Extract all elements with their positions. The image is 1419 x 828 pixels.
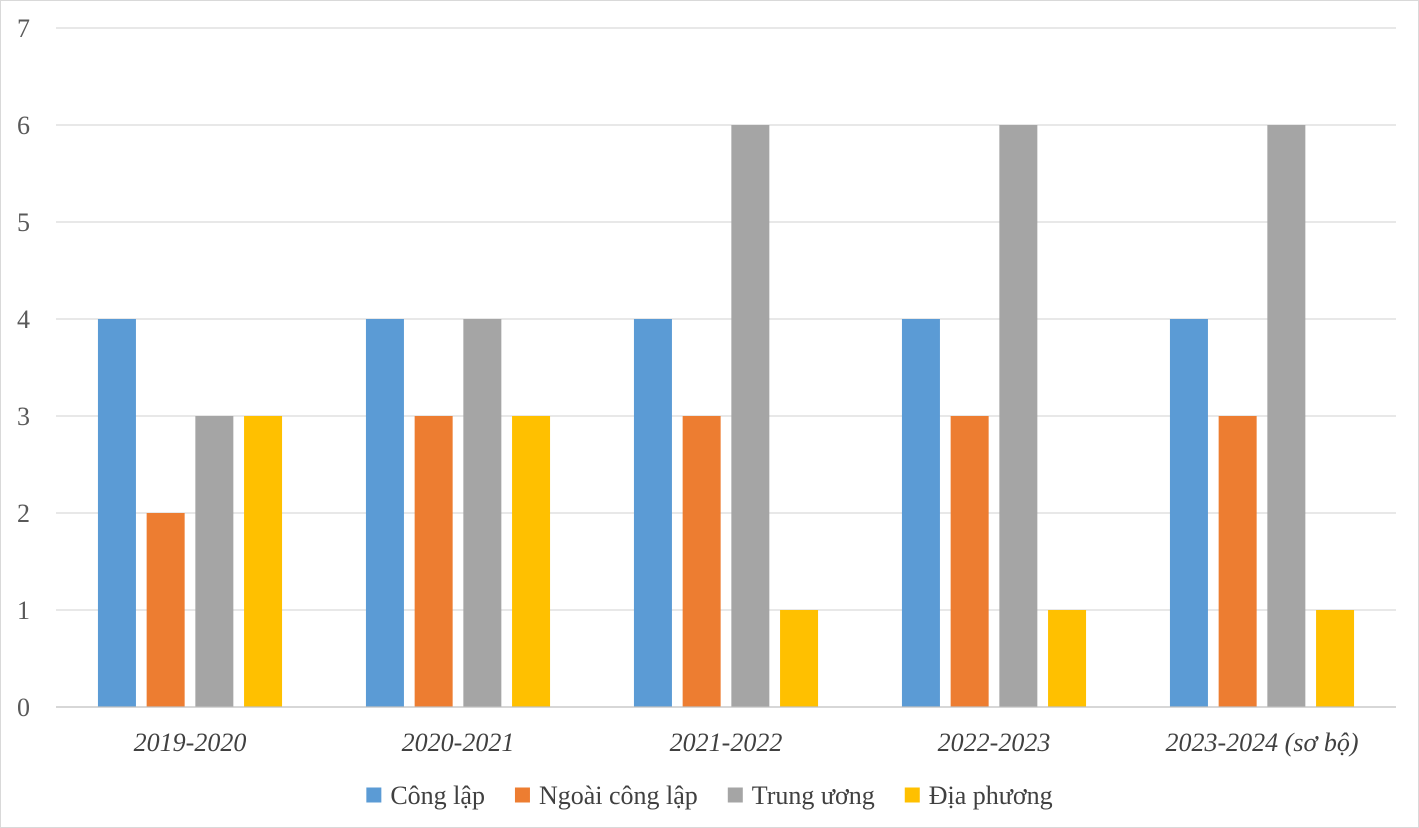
y-tick-label: 6 <box>17 111 30 140</box>
y-tick-label: 5 <box>17 208 30 237</box>
bar-3-2 <box>463 319 502 707</box>
y-tick-label: 4 <box>17 305 30 334</box>
legend-label: Ngoài công lập <box>539 781 698 810</box>
x-tick-label: 2019-2020 <box>134 728 247 757</box>
x-tick-label: 2022-2023 <box>938 728 1051 757</box>
bar-3-5 <box>1267 125 1306 707</box>
x-tick-label: 2020-2021 <box>402 728 515 757</box>
bar-4-3 <box>780 610 819 707</box>
legend: Công lập Ngoài công lập Trung ương Địa phươ… <box>366 781 1053 810</box>
bar-3-1 <box>195 416 234 707</box>
x-tick-label: 2021-2022 <box>670 728 783 757</box>
bar-1-3 <box>633 319 672 707</box>
bar-1-5 <box>1169 319 1208 707</box>
bars <box>97 125 1355 707</box>
x-tick-label: 2023-2024 (sơ bộ) <box>1166 728 1359 757</box>
bar-2-5 <box>1218 416 1257 707</box>
legend-swatch-4 <box>904 787 920 803</box>
legend-swatch-2 <box>514 787 530 803</box>
y-tick-label: 3 <box>17 402 30 431</box>
bar-4-2 <box>512 416 551 707</box>
bar-4-5 <box>1316 610 1355 707</box>
y-tick-label: 1 <box>17 596 30 625</box>
bar-2-3 <box>682 416 721 707</box>
legend-swatch-3 <box>727 787 743 803</box>
axes: 0 1 2 3 4 5 6 7 2019-2020 2020-2021 2021-2022 2022-… <box>17 14 1396 757</box>
bar-3-4 <box>999 125 1038 707</box>
bar-1-1 <box>97 319 136 707</box>
legend-label: Trung ương <box>752 781 875 810</box>
legend-label: Địa phương <box>929 781 1053 810</box>
bar-2-4 <box>950 416 989 707</box>
bar-1-4 <box>901 319 940 707</box>
legend-label: Công lập <box>390 781 485 810</box>
bar-2-2 <box>414 416 453 707</box>
y-tick-label: 2 <box>17 499 30 528</box>
y-tick-label: 7 <box>17 14 30 43</box>
y-tick-label: 0 <box>17 693 30 722</box>
bar-2-1 <box>146 513 185 707</box>
bar-3-3 <box>731 125 770 707</box>
bar-4-1 <box>244 416 283 707</box>
legend-swatch-1 <box>366 787 382 803</box>
bar-4-4 <box>1048 610 1087 707</box>
bar-1-2 <box>365 319 404 707</box>
